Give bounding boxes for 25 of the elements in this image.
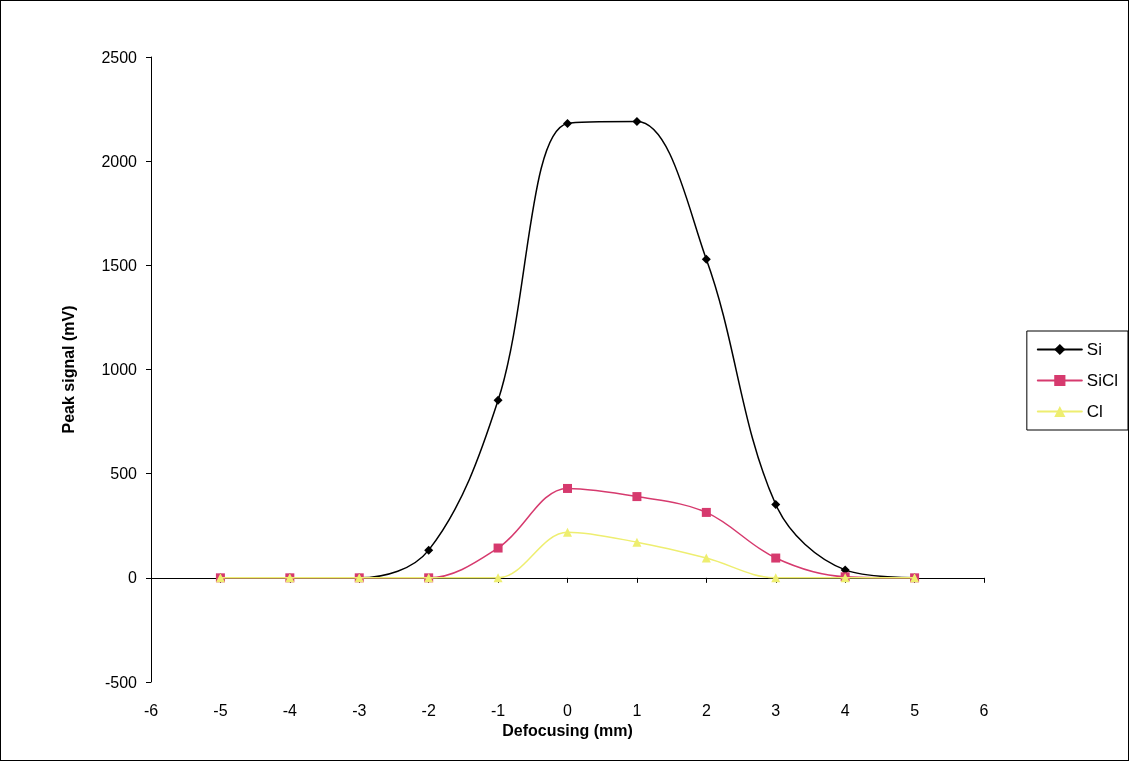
x-tick-label: -6 [143, 701, 159, 719]
legend-label: Cl [1086, 402, 1103, 421]
x-axis-title: Defocusing (mm) [502, 722, 633, 740]
y-tick-label: 1000 [101, 361, 138, 378]
y-tick-label: 0 [128, 569, 138, 587]
x-tick-label: 3 [771, 701, 781, 719]
x-tick-label: 0 [563, 701, 573, 719]
y-tick-label: 500 [110, 465, 138, 483]
x-tick-label: -3 [352, 701, 367, 719]
x-tick-label: 1 [632, 701, 642, 719]
x-tick-label: -4 [282, 701, 298, 719]
x-tick-label: 2 [701, 701, 711, 719]
y-tick-label: 2500 [101, 48, 138, 66]
x-tick-label: -5 [213, 701, 228, 719]
x-tick-label: 5 [910, 701, 920, 719]
x-tick-label: 4 [840, 701, 850, 719]
x-tick-label: 6 [979, 701, 989, 719]
x-tick-label: -1 [490, 701, 506, 719]
legend-label: SiCl [1086, 371, 1118, 390]
y-tick-label: 2000 [101, 152, 138, 170]
x-tick-label: -2 [421, 701, 436, 719]
legend-label: Si [1086, 340, 1102, 359]
y-tick-label: 1500 [101, 256, 138, 274]
y-tick-label: -500 [104, 673, 138, 691]
y-axis-title: Peak signal (mV) [59, 305, 77, 434]
